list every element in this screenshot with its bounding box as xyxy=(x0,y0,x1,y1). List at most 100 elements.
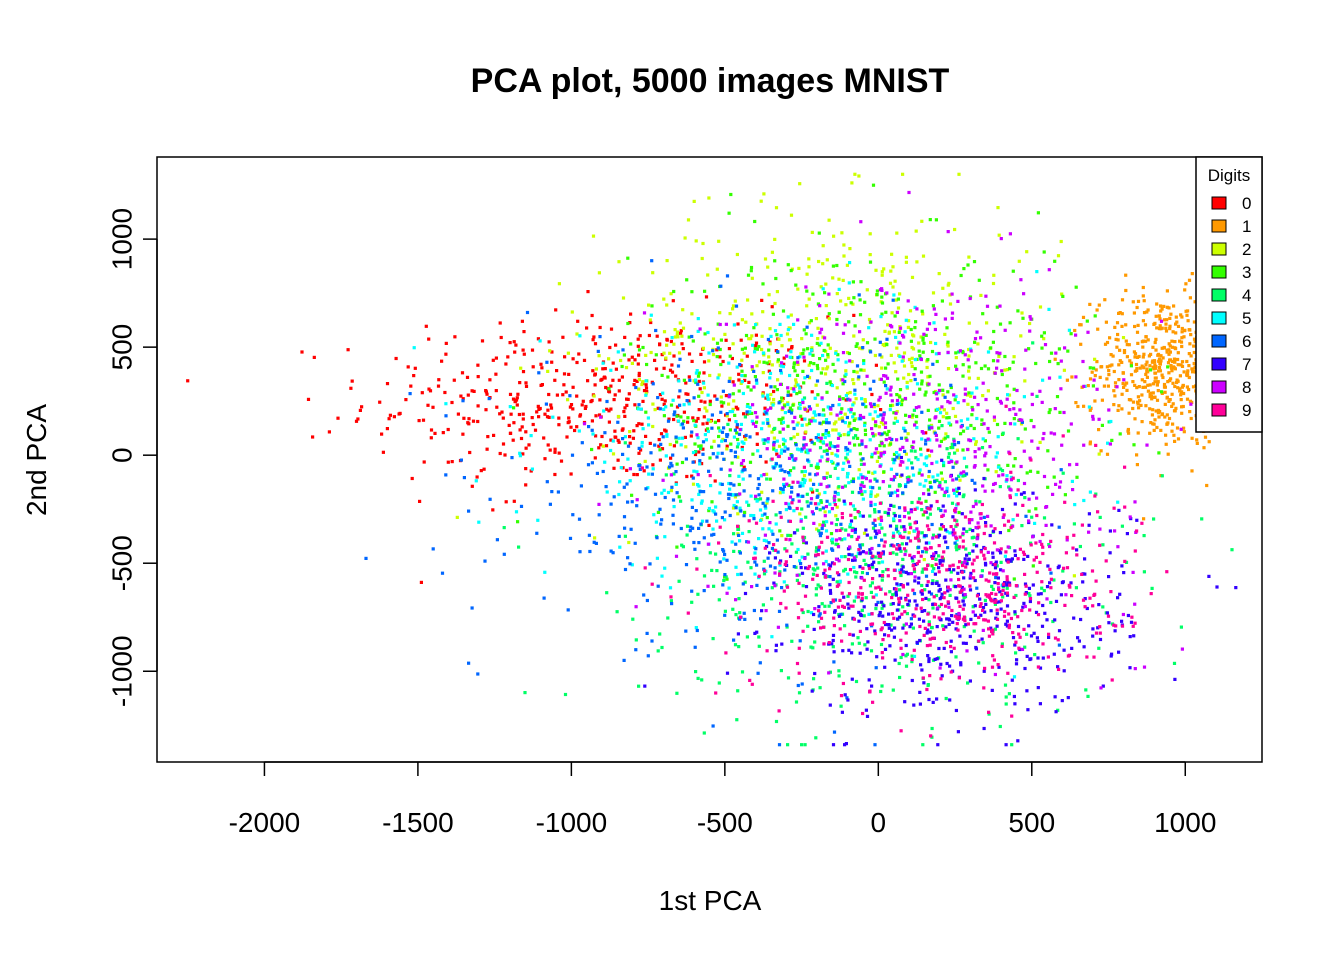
point xyxy=(1000,469,1005,473)
point xyxy=(738,363,742,367)
point xyxy=(832,650,836,654)
point xyxy=(953,227,957,232)
point xyxy=(1180,344,1184,349)
point xyxy=(645,465,649,469)
point xyxy=(1145,310,1149,314)
point xyxy=(924,463,929,468)
point xyxy=(719,467,723,471)
point xyxy=(611,378,615,382)
point xyxy=(746,403,750,407)
point xyxy=(1035,394,1039,398)
point xyxy=(724,575,728,579)
point xyxy=(789,393,793,397)
point xyxy=(994,599,998,603)
point xyxy=(927,598,931,602)
point xyxy=(1075,548,1079,552)
point xyxy=(1021,316,1025,320)
series-8 xyxy=(582,190,1193,690)
point xyxy=(895,438,899,442)
point xyxy=(864,596,868,600)
point xyxy=(1040,586,1044,590)
point xyxy=(825,421,829,425)
point xyxy=(1107,369,1111,373)
point xyxy=(1117,311,1121,315)
point xyxy=(858,551,862,555)
point xyxy=(702,574,707,578)
point xyxy=(837,573,841,577)
point xyxy=(1109,654,1113,658)
point xyxy=(1157,369,1161,373)
point xyxy=(1176,324,1181,328)
point xyxy=(889,393,893,397)
point xyxy=(853,392,857,396)
point xyxy=(959,432,963,436)
point xyxy=(780,448,784,452)
point xyxy=(921,312,925,316)
point xyxy=(1107,621,1111,625)
point xyxy=(1057,347,1061,351)
point xyxy=(892,511,896,516)
point xyxy=(889,623,893,627)
point xyxy=(1133,549,1137,553)
point xyxy=(724,322,728,326)
point xyxy=(1121,336,1126,340)
point xyxy=(1110,363,1114,367)
point xyxy=(951,465,955,469)
point xyxy=(812,482,816,486)
point xyxy=(774,522,778,526)
point xyxy=(758,661,762,665)
point xyxy=(760,513,764,517)
point xyxy=(953,398,957,402)
point xyxy=(856,377,860,381)
point xyxy=(926,488,930,492)
point xyxy=(913,358,917,362)
point xyxy=(778,464,783,468)
point xyxy=(1072,522,1076,526)
point xyxy=(906,432,910,436)
point xyxy=(553,450,557,454)
point xyxy=(1098,543,1102,547)
point xyxy=(690,516,694,520)
point xyxy=(748,474,752,478)
point xyxy=(991,632,995,636)
point xyxy=(1013,643,1017,647)
point xyxy=(1065,378,1069,382)
point xyxy=(1091,414,1095,418)
point xyxy=(946,340,950,344)
point xyxy=(775,388,779,392)
point xyxy=(1108,551,1112,555)
point xyxy=(1075,475,1079,479)
point xyxy=(696,382,700,386)
point xyxy=(1053,259,1057,263)
point xyxy=(662,366,666,370)
point xyxy=(807,257,811,261)
point xyxy=(728,487,732,491)
point xyxy=(957,486,961,490)
point xyxy=(1056,254,1061,258)
point xyxy=(1179,427,1183,431)
point xyxy=(1169,377,1173,381)
point xyxy=(943,317,947,321)
point xyxy=(1098,375,1102,379)
point xyxy=(797,448,801,452)
point xyxy=(778,322,782,326)
point xyxy=(691,460,695,464)
point xyxy=(597,354,601,358)
point xyxy=(385,382,390,386)
point xyxy=(1149,421,1153,425)
point xyxy=(616,458,620,462)
point xyxy=(945,489,949,493)
point xyxy=(1034,610,1039,614)
point xyxy=(926,506,930,510)
point xyxy=(1124,273,1128,277)
point xyxy=(1008,494,1012,498)
point xyxy=(913,423,917,427)
point xyxy=(1190,469,1194,473)
point xyxy=(880,626,884,630)
point xyxy=(994,576,998,580)
point xyxy=(971,610,975,614)
point xyxy=(630,500,634,504)
point xyxy=(851,604,855,608)
point xyxy=(1097,603,1101,607)
point xyxy=(880,295,884,299)
